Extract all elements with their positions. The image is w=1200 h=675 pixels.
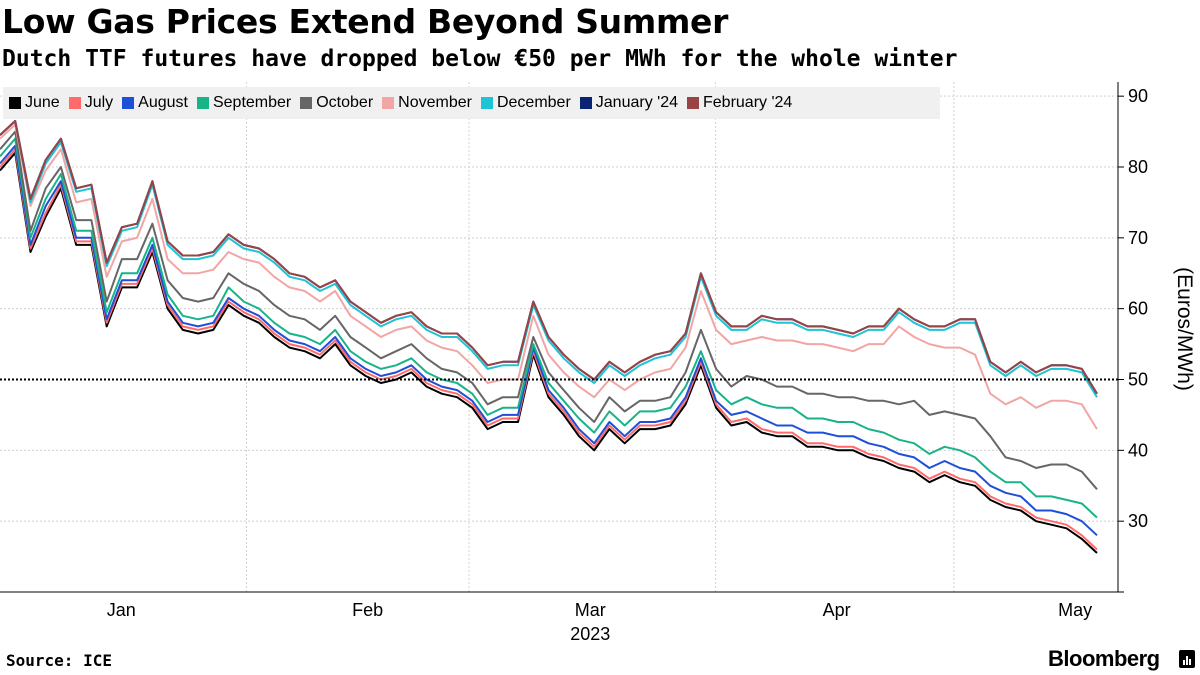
- chart-legend: June July August September October November De…: [3, 87, 940, 119]
- legend-swatch: [382, 97, 395, 109]
- legend-swatch: [9, 97, 21, 109]
- series-line-july: [0, 148, 1098, 551]
- series-line-december: [0, 120, 1098, 398]
- series-line-october: [0, 130, 1098, 490]
- legend-item-january-24: January '24: [579, 94, 678, 112]
- y-tick-label: 50: [1128, 370, 1148, 390]
- series-line-september: [0, 137, 1098, 519]
- brand-logo-text: Bloomberg: [1048, 646, 1160, 671]
- legend-item-august: August: [122, 94, 188, 112]
- legend-swatch: [579, 97, 592, 109]
- x-tick-label: Jan: [107, 600, 136, 620]
- x-tick-label: Apr: [823, 600, 851, 620]
- legend-label: February '24: [703, 94, 793, 111]
- series-line-august: [0, 144, 1098, 537]
- legend-swatch: [480, 97, 493, 109]
- legend-swatch: [122, 97, 135, 109]
- chart-subtitle: Dutch TTF futures have dropped below €50…: [2, 46, 958, 72]
- x-tick-label: Feb: [352, 600, 383, 620]
- y-tick-label: 90: [1128, 86, 1148, 106]
- x-tick-label: Mar: [575, 600, 606, 620]
- bloomberg-chart-icon: [1179, 650, 1195, 668]
- legend-label: July: [84, 94, 114, 111]
- y-tick-label: 40: [1128, 440, 1148, 460]
- x-tick-label: May: [1058, 600, 1092, 620]
- legend-item-october: October: [300, 94, 373, 112]
- legend-item-february-24: February '24: [687, 94, 792, 112]
- series-line-february-24: [0, 120, 1098, 395]
- y-tick-label: 70: [1128, 228, 1148, 248]
- legend-item-september: September: [196, 94, 292, 112]
- chart-title: Low Gas Prices Extend Beyond Summer: [2, 2, 729, 41]
- legend-label: January '24: [595, 94, 678, 111]
- legend-item-december: December: [480, 94, 571, 112]
- series-line-june: [0, 151, 1098, 554]
- legend-label: June: [25, 94, 60, 111]
- y-tick-label: 80: [1128, 157, 1148, 177]
- legend-label: August: [138, 94, 188, 111]
- series-line-november: [0, 123, 1098, 430]
- legend-item-july: July: [68, 94, 114, 112]
- y-tick-label: 30: [1128, 511, 1148, 531]
- y-tick-label: 60: [1128, 299, 1148, 319]
- legend-swatch: [687, 97, 699, 109]
- legend-label: September: [212, 94, 292, 111]
- legend-swatch: [300, 97, 313, 109]
- legend-item-june: June: [9, 94, 60, 112]
- legend-label: October: [316, 94, 374, 111]
- y-axis-title: (Euros/MWh): [1173, 267, 1196, 391]
- legend-item-november: November: [382, 94, 472, 112]
- legend-label: December: [496, 94, 571, 111]
- x-year-label: 2023: [570, 624, 610, 644]
- legend-swatch: [196, 97, 209, 109]
- source-note: Source: ICE: [6, 651, 112, 670]
- legend-label: November: [398, 94, 472, 111]
- legend-swatch: [68, 97, 81, 109]
